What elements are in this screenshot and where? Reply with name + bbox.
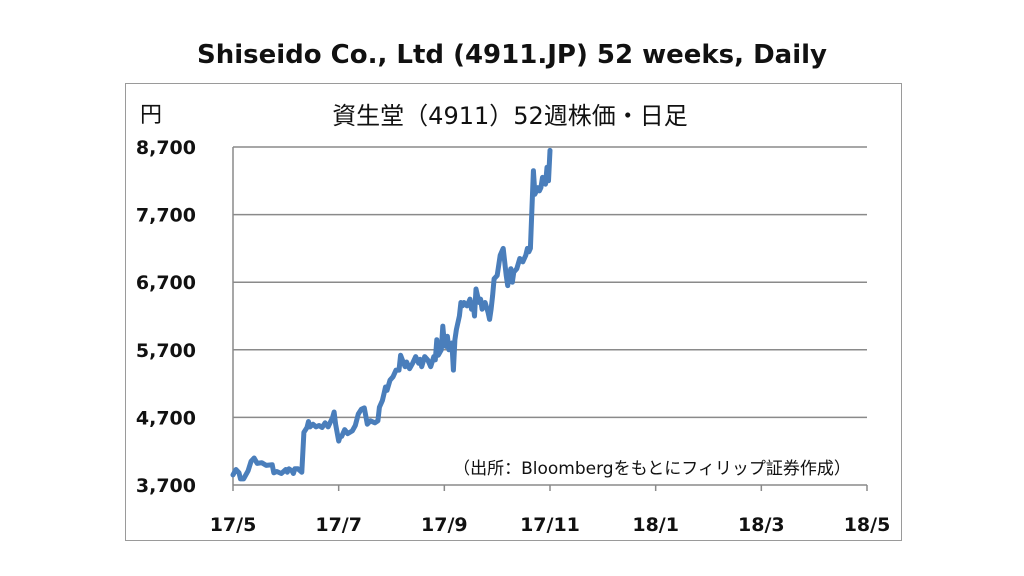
x-tick-label: 17/7 bbox=[315, 514, 362, 536]
x-tick-label: 17/11 bbox=[520, 514, 580, 536]
axes bbox=[232, 147, 868, 491]
y-tick-label: 8,700 bbox=[136, 137, 196, 159]
y-tick-label: 4,700 bbox=[136, 407, 196, 429]
x-tick-label: 18/5 bbox=[844, 514, 891, 536]
chart-title: 資生堂（4911）52週株価・日足 bbox=[332, 102, 688, 130]
x-tick-label: 18/1 bbox=[632, 514, 679, 536]
source-note: （出所：Bloombergをもとにフィリップ証券作成） bbox=[453, 459, 851, 479]
y-tick-label: 6,700 bbox=[136, 272, 196, 294]
y-tick-label: 3,700 bbox=[136, 475, 196, 497]
y-axis-unit-label: 円 bbox=[140, 103, 162, 128]
x-tick-label: 17/9 bbox=[421, 514, 468, 536]
y-tick-label: 5,700 bbox=[136, 340, 196, 362]
page-title: Shiseido Co., Ltd (4911.JP) 52 weeks, Da… bbox=[196, 40, 827, 70]
y-tick-label: 7,700 bbox=[136, 205, 196, 227]
price-line bbox=[230, 147, 553, 482]
x-tick-labels: 17/5 17/7 17/9 17/11 18/1 18/3 18/5 bbox=[210, 514, 891, 536]
x-tick-label: 18/3 bbox=[738, 514, 785, 536]
y-tick-labels: 3,700 4,700 5,700 6,700 7,700 8,700 bbox=[136, 137, 196, 497]
chart-frame bbox=[125, 83, 902, 541]
x-tick-label: 17/5 bbox=[210, 514, 257, 536]
gridlines bbox=[233, 146, 867, 419]
